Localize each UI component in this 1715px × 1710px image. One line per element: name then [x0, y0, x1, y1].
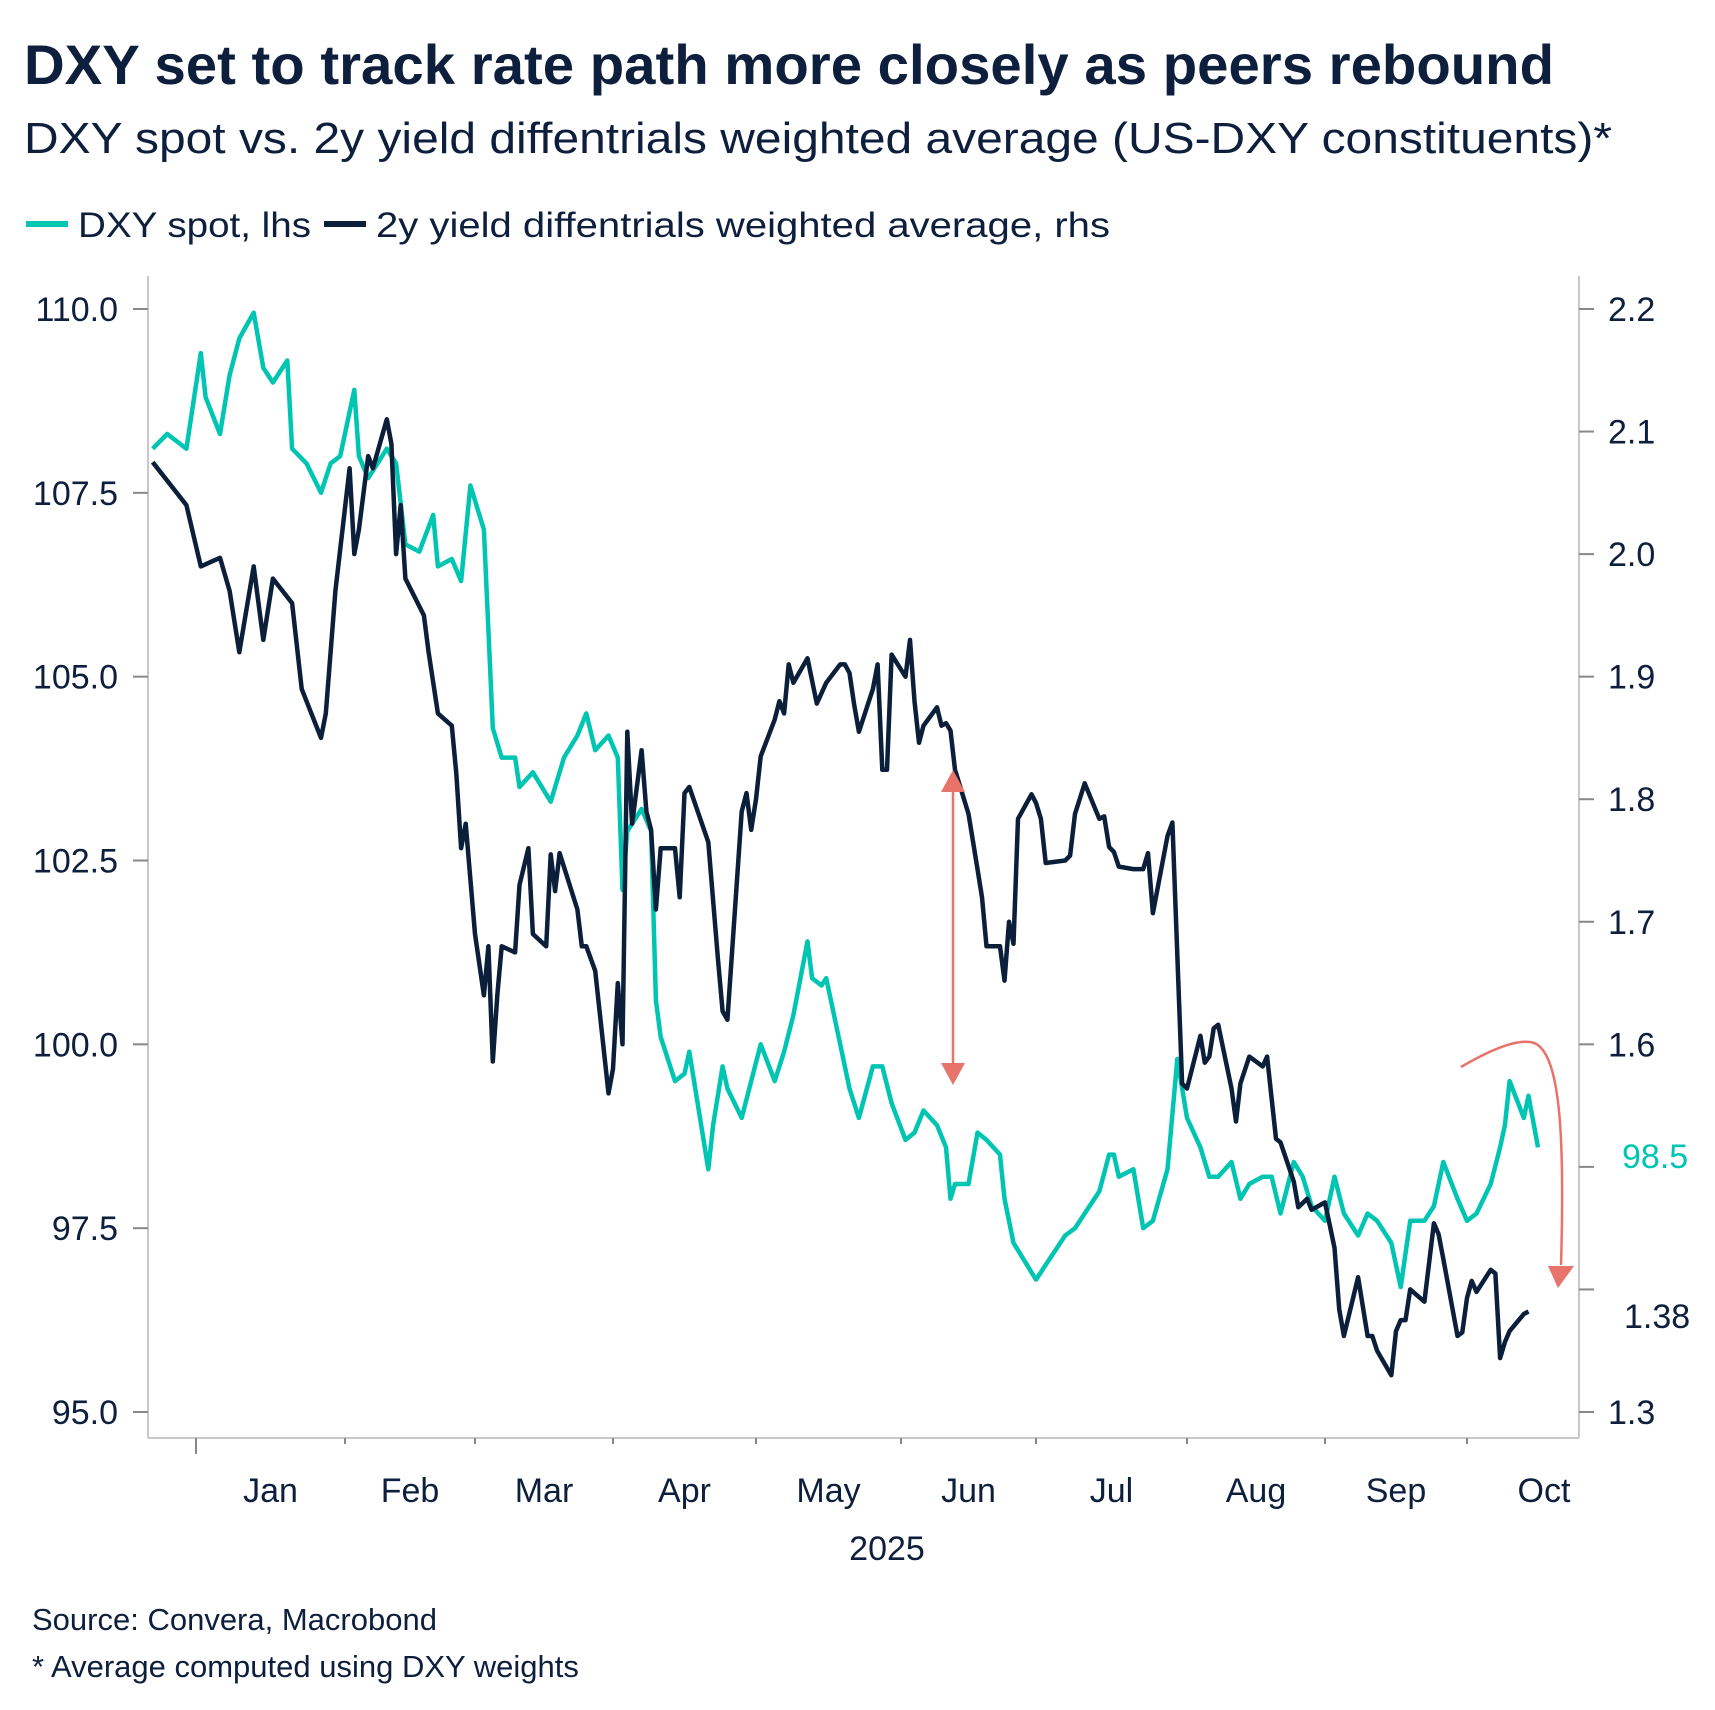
right-tick-label: 1.8 — [1608, 781, 1655, 819]
footnote: * Average computed using DXY weights — [32, 1649, 579, 1684]
x-tick-label: Feb — [381, 1472, 440, 1510]
gap-double-arrow-annotation — [941, 770, 965, 1085]
x-tick-label: Oct — [1518, 1472, 1571, 1510]
right-tick-label: 2.0 — [1608, 536, 1655, 574]
right-tick-label: 1.6 — [1608, 1026, 1655, 1064]
left-tick-label: 107.5 — [33, 475, 118, 513]
source-note: Source: Convera, Macrobond — [32, 1602, 437, 1637]
right-axis-ticks: 2.2 2.1 2.0 1.9 1.8 1.7 1.6 1.3 — [1579, 291, 1655, 1432]
right-tick-label: 1.3 — [1608, 1394, 1655, 1432]
right-tick-label: 1.7 — [1608, 904, 1655, 942]
series-line-diff — [150, 417, 1530, 1378]
curved-arrow-annotation — [1460, 1040, 1574, 1288]
legend-label-diff: 2y yield diffentrials weighted average, … — [376, 206, 1110, 245]
left-tick-label: 105.0 — [33, 659, 118, 697]
left-tick-label: 97.5 — [52, 1210, 118, 1248]
last-value-label-diff: 1.38 — [1624, 1298, 1690, 1336]
x-tick-label: Jun — [941, 1472, 996, 1510]
x-tick-label: May — [796, 1472, 860, 1510]
x-tick-label: Apr — [658, 1472, 711, 1510]
arrowhead-down-icon — [941, 1063, 965, 1085]
last-value-label-dxy: 98.5 — [1622, 1138, 1688, 1176]
legend-label-dxy: DXY spot, lhs — [78, 206, 311, 245]
left-tick-label: 102.5 — [33, 843, 118, 881]
chart-title: DXY set to track rate path more closely … — [24, 33, 1554, 96]
x-tick-label: Jan — [243, 1472, 298, 1510]
right-tick-label: 2.2 — [1608, 291, 1655, 329]
x-axis-ticks: Jan Feb Mar Apr May Jun Jul Aug Sep Oct — [195, 1438, 1571, 1510]
right-tick-label: 1.9 — [1608, 659, 1655, 697]
left-tick-label: 100.0 — [33, 1026, 118, 1064]
arrowhead-up-icon — [941, 770, 965, 792]
x-axis-label: 2025 — [849, 1530, 925, 1568]
left-axis-ticks: 110.0 107.5 105.0 102.5 100.0 97.5 95.0 — [33, 291, 148, 1432]
legend: DXY spot, lhs 2y yield diffentrials weig… — [26, 206, 1110, 245]
left-tick-label: 95.0 — [52, 1394, 118, 1432]
chart-subtitle: DXY spot vs. 2y yield diffentrials weigh… — [24, 114, 1612, 163]
x-tick-label: Mar — [515, 1472, 574, 1510]
series-line-dxy — [151, 310, 1541, 1290]
arrowhead-down-icon — [1548, 1266, 1574, 1288]
right-tick-label: 2.1 — [1608, 414, 1655, 452]
x-tick-label: Sep — [1366, 1472, 1427, 1510]
left-tick-label: 110.0 — [35, 291, 118, 329]
x-tick-label: Jul — [1090, 1472, 1133, 1510]
x-tick-label: Aug — [1226, 1472, 1287, 1510]
